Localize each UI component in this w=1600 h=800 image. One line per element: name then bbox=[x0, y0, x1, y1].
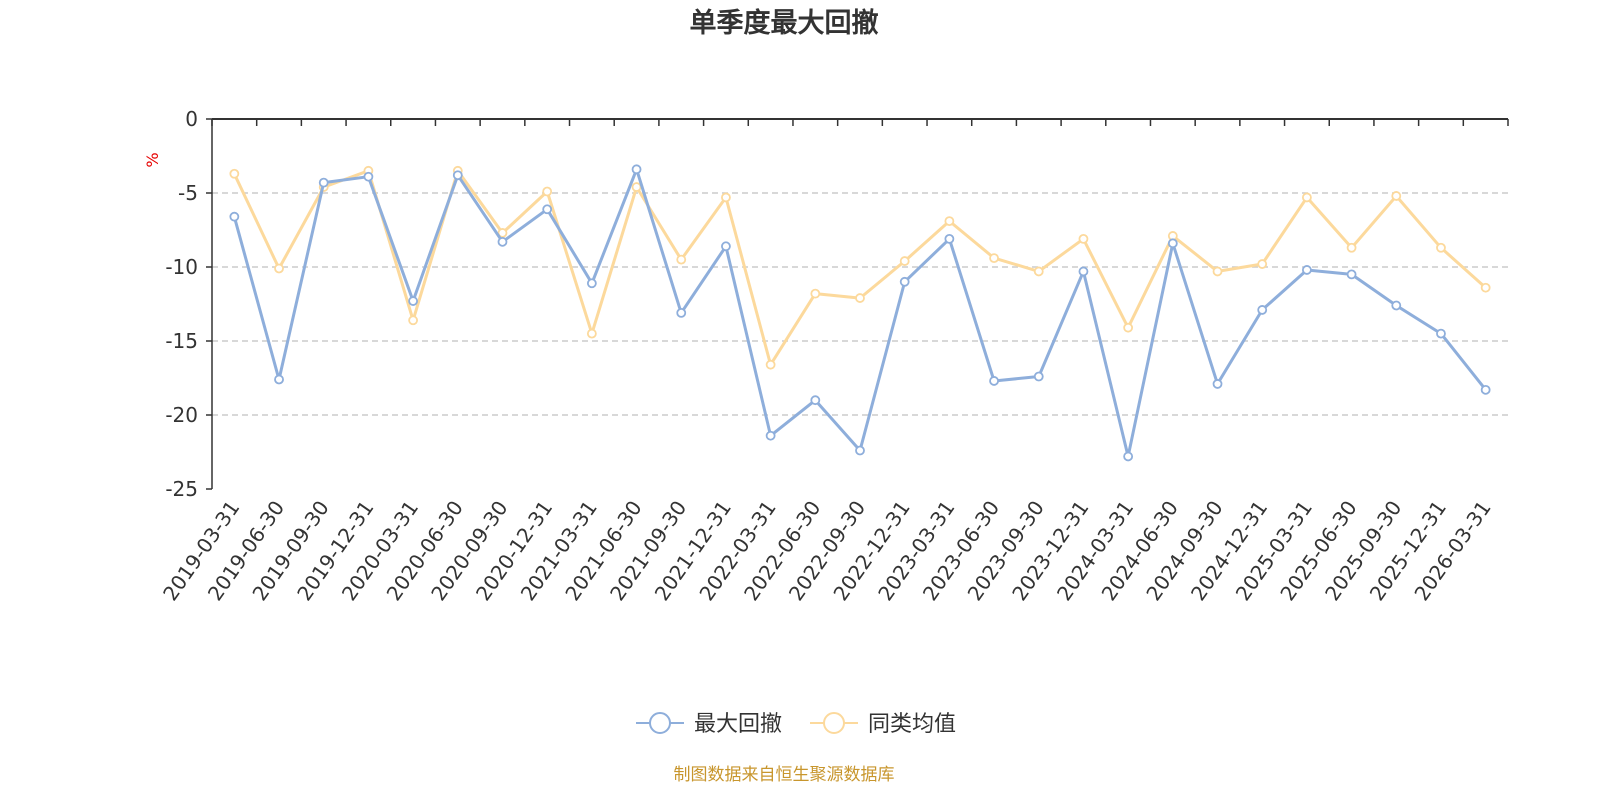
data-point bbox=[274, 263, 284, 274]
data-point bbox=[1436, 242, 1446, 253]
data-point bbox=[765, 359, 776, 370]
legend-item[interactable]: 同类均值 bbox=[810, 712, 956, 737]
data-point bbox=[1167, 238, 1178, 249]
data-point bbox=[1391, 191, 1402, 201]
data-point bbox=[989, 253, 999, 264]
y-tick-label: -10 bbox=[165, 255, 198, 279]
data-point bbox=[1078, 233, 1089, 244]
x-axis: 2019-03-312019-06-302019-09-302019-12-31… bbox=[158, 118, 1509, 605]
legend-marker-icon bbox=[823, 712, 845, 734]
data-point bbox=[1301, 265, 1312, 275]
data-point bbox=[274, 374, 284, 385]
data-point bbox=[1212, 266, 1223, 277]
legend-item[interactable]: 最大回撤 bbox=[636, 712, 782, 737]
source-note: 制图数据来自恒生聚源数据库 bbox=[674, 765, 895, 785]
y-axis-ticks: 0 -5 -10 -15 -20 -25 bbox=[165, 107, 213, 501]
data-point bbox=[1436, 328, 1446, 339]
y-tick-label: -5 bbox=[178, 181, 198, 205]
y-tick-label: -20 bbox=[165, 403, 198, 427]
data-point bbox=[497, 236, 508, 247]
data-point bbox=[721, 192, 731, 203]
chart-title: 单季度最大回撤 bbox=[690, 7, 879, 39]
data-point bbox=[229, 211, 240, 222]
data-point bbox=[855, 445, 865, 456]
grid-lines bbox=[212, 192, 1508, 416]
y-tick-label: -25 bbox=[165, 477, 198, 501]
data-point bbox=[989, 376, 999, 386]
data-point bbox=[586, 278, 597, 289]
data-point bbox=[721, 241, 731, 252]
data-point bbox=[765, 430, 776, 441]
data-point bbox=[586, 328, 597, 339]
data-point bbox=[899, 276, 910, 287]
data-point bbox=[1123, 451, 1134, 462]
data-point bbox=[1212, 379, 1223, 389]
legend[interactable]: 最大回撤 同类均值 bbox=[636, 712, 956, 737]
data-point bbox=[676, 254, 687, 265]
data-point bbox=[855, 293, 865, 303]
data-point bbox=[1033, 371, 1044, 382]
legend-label: 同类均值 bbox=[868, 712, 956, 737]
data-point bbox=[408, 315, 419, 326]
y-tick-label: -15 bbox=[165, 329, 198, 353]
data-point bbox=[408, 296, 419, 306]
legend-marker-icon bbox=[649, 712, 671, 734]
data-point bbox=[676, 307, 687, 318]
data-point bbox=[229, 168, 240, 179]
data-point bbox=[631, 182, 642, 192]
series-最大回撤 bbox=[229, 164, 1491, 462]
data-point bbox=[1301, 192, 1312, 203]
data-point bbox=[631, 164, 642, 175]
data-point bbox=[1257, 259, 1268, 269]
series-同类均值 bbox=[229, 165, 1491, 370]
data-point bbox=[542, 204, 553, 215]
data-point bbox=[1033, 266, 1044, 277]
data-point bbox=[542, 186, 553, 197]
legend-label: 最大回撤 bbox=[694, 712, 782, 737]
data-point bbox=[810, 288, 821, 299]
data-point bbox=[944, 216, 955, 227]
data-point bbox=[1123, 322, 1134, 333]
series-group bbox=[229, 164, 1491, 462]
data-point bbox=[944, 233, 955, 244]
data-point bbox=[363, 171, 374, 182]
data-point bbox=[452, 170, 463, 181]
data-point bbox=[1391, 300, 1402, 311]
data-point bbox=[1346, 242, 1357, 253]
data-point bbox=[1257, 305, 1268, 315]
y-axis-unit: % bbox=[143, 152, 162, 167]
data-point bbox=[1480, 282, 1491, 293]
data-point bbox=[1346, 269, 1357, 280]
data-point bbox=[899, 256, 910, 266]
data-point bbox=[318, 177, 329, 188]
y-tick-label: 0 bbox=[185, 107, 198, 131]
data-point bbox=[810, 395, 821, 406]
data-point bbox=[1480, 384, 1491, 395]
data-point bbox=[1078, 266, 1089, 277]
